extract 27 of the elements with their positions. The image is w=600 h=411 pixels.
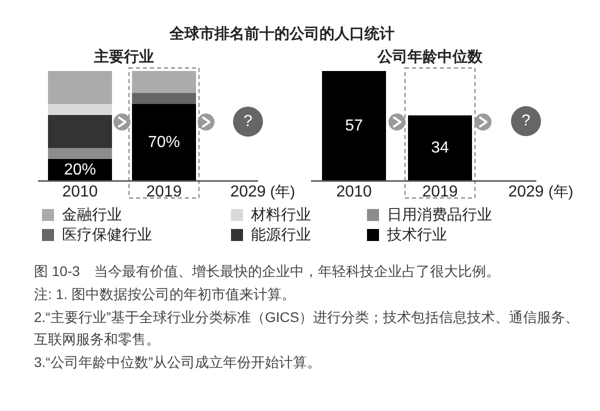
legend-label: 技术行业 xyxy=(386,226,447,244)
chart-title: 公司年龄中位数 xyxy=(376,48,484,66)
legend-label: 日用消费品行业 xyxy=(387,206,492,224)
text: 3.“公司年龄中位数”从公司成立年份开始计算。 xyxy=(34,354,321,370)
x-tick-label: 2029 xyxy=(508,184,544,200)
data-label: 20% xyxy=(64,162,96,178)
data-label: 70% xyxy=(148,134,180,151)
text: 2.“主要行业”基于全球行业分类标准（GICS）进行分类；技术包括信息技术、通信服务、互联网服务和零售。 xyxy=(34,309,580,347)
caption: 图 10-3 当今最有价值、增长最快的企业中，年轻科技企业占了很大比例。 xyxy=(34,263,500,279)
annotation: ? xyxy=(522,112,531,130)
x-axis-title: (年) xyxy=(270,184,296,200)
data-label: 34 xyxy=(431,140,449,157)
x-axis-title: (年) xyxy=(548,184,574,200)
legend-label: 能源行业 xyxy=(251,226,311,244)
text: 全球市排名前十的公司的人口统计 xyxy=(168,24,394,42)
x-tick-label: 2010 xyxy=(336,184,372,200)
legend-label: 材料行业 xyxy=(250,206,311,224)
legend-label: 医疗保健行业 xyxy=(62,226,152,244)
x-tick-label: 2010 xyxy=(62,184,98,200)
data-label: 57 xyxy=(345,118,363,134)
x-tick-label: 2019 xyxy=(422,184,458,200)
x-tick-label: 2029 xyxy=(230,184,266,200)
chart-title: 主要行业 xyxy=(93,48,154,66)
annotation: ? xyxy=(244,113,253,130)
legend-label: 金融行业 xyxy=(62,206,122,224)
x-tick-label: 2019 xyxy=(146,184,182,200)
text: 注: 1. 图中数据按公司的年初市值来计算。 xyxy=(34,286,296,302)
